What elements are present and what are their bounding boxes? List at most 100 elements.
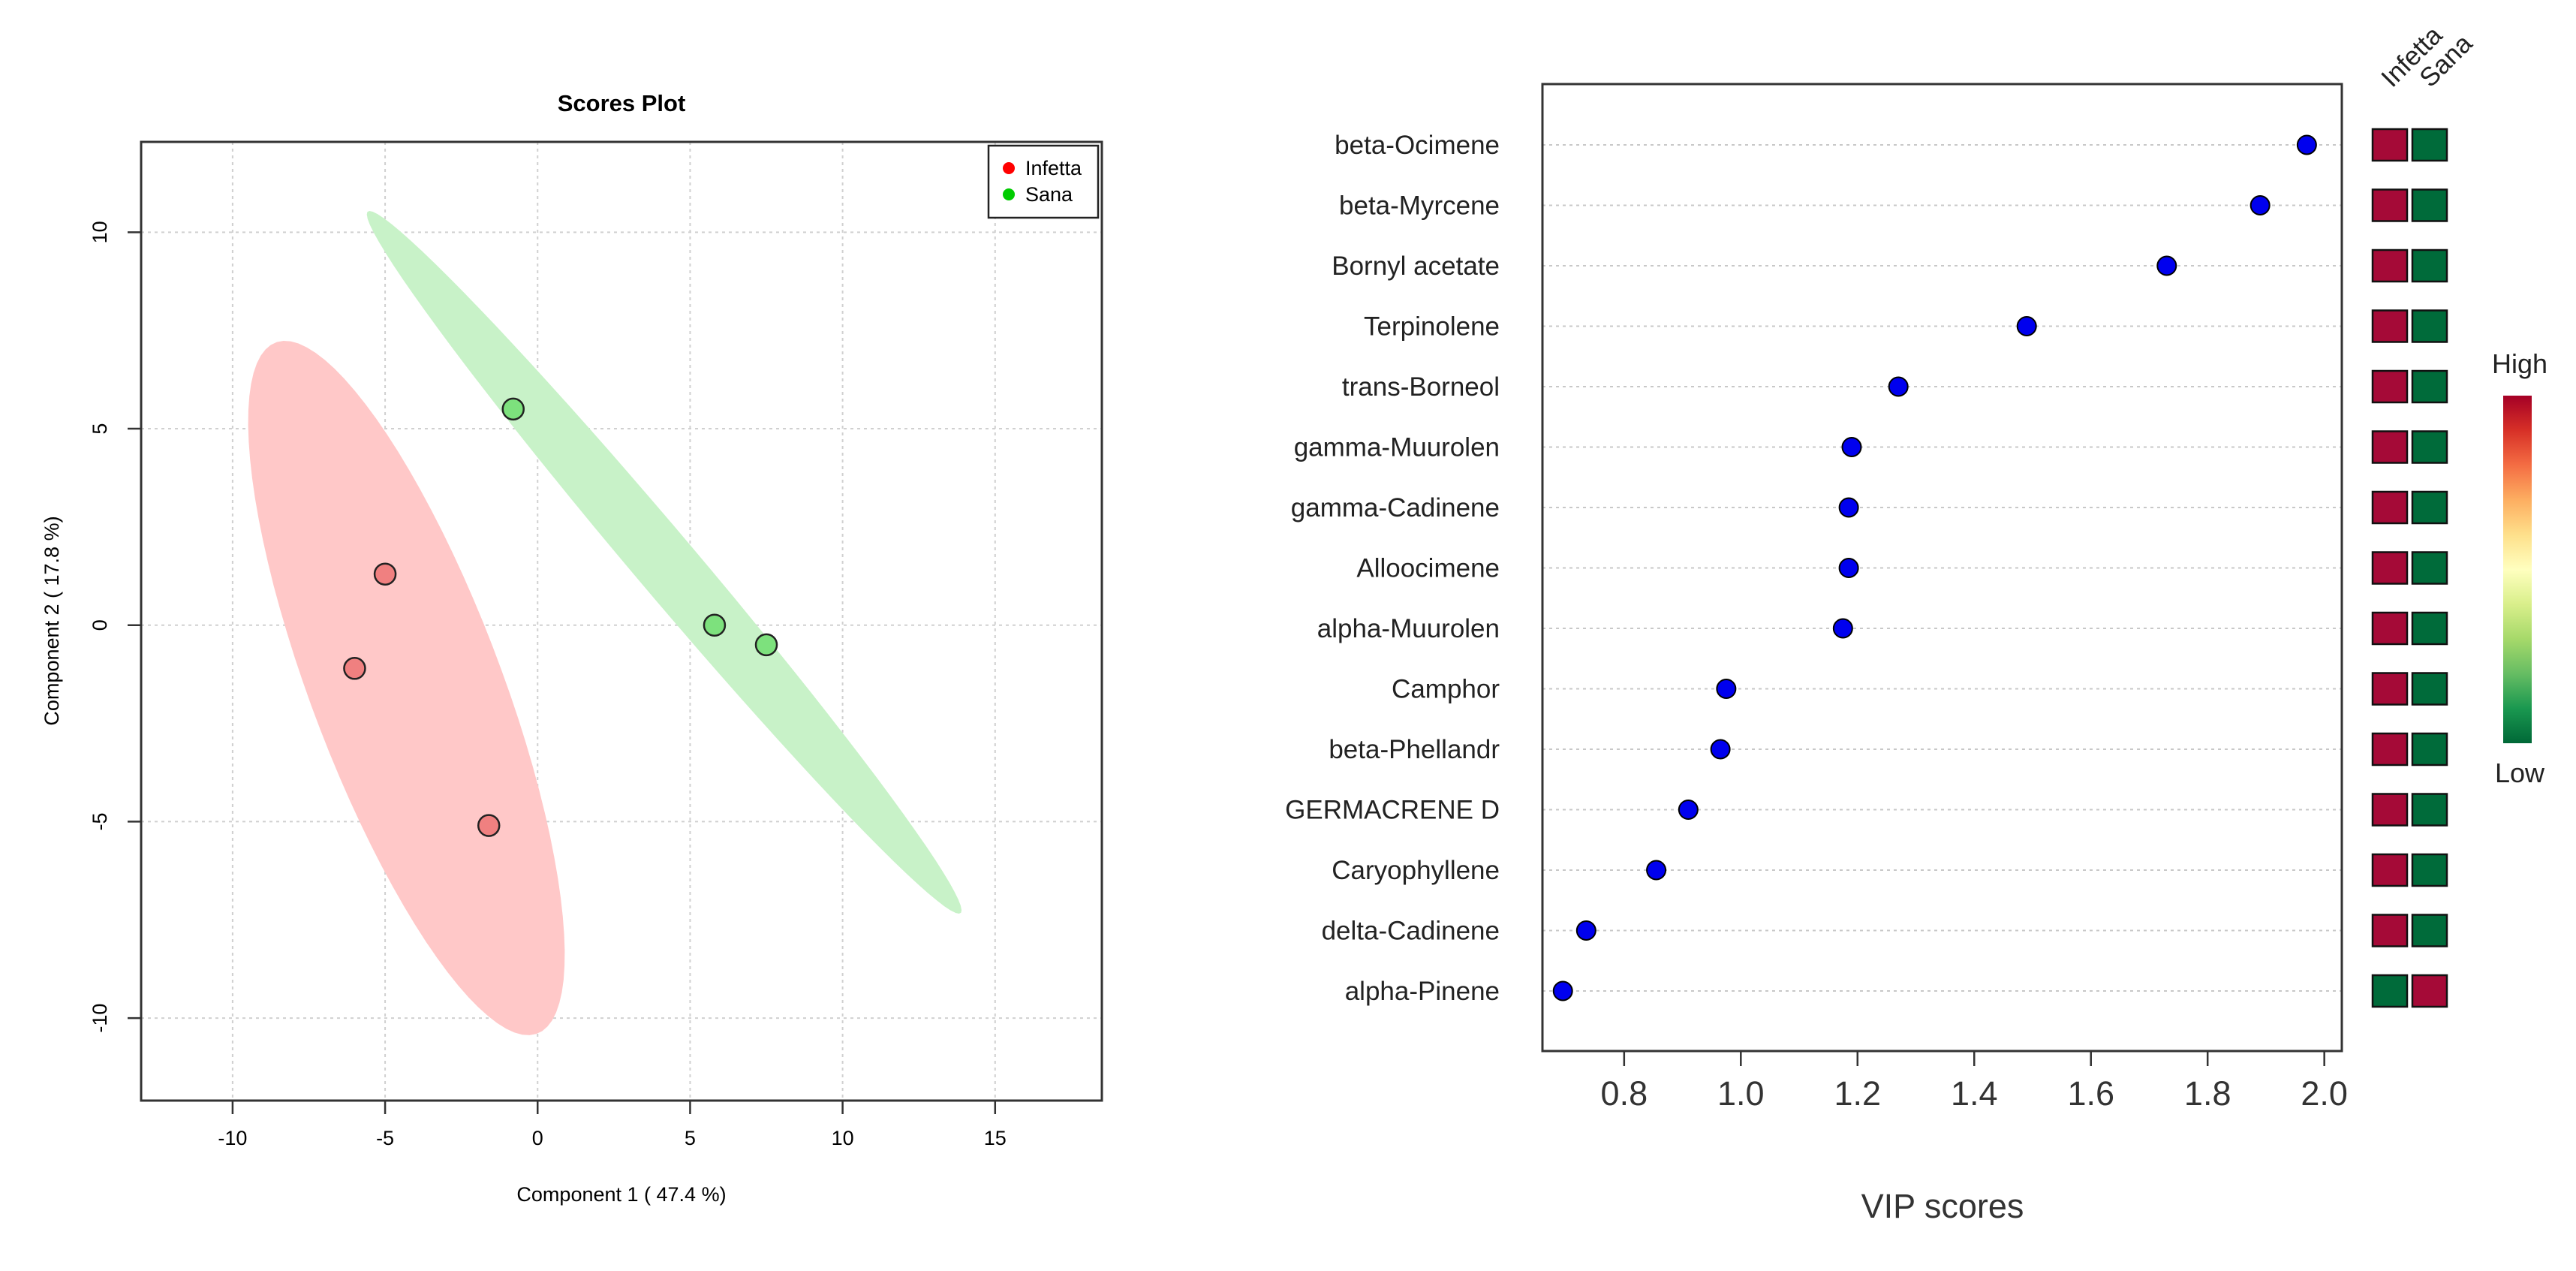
heatmap-cell-sana [2411, 793, 2448, 827]
heatmap-cell-sana [2411, 551, 2448, 585]
confidence-ellipse-infetta [248, 341, 565, 1035]
vip-score-dot [1552, 980, 1573, 1001]
heatmap-cell-infetta [2371, 248, 2409, 283]
vip-x-tick-label: 1.8 [2184, 1074, 2231, 1113]
heatmap-cell-infetta [2371, 974, 2409, 1008]
scores-plot: -10 -5 0 5 10 15 -10 -5 0 5 10 Scores Plot Compon… [41, 90, 1103, 1206]
vip-x-tick-label: 1.6 [2067, 1074, 2114, 1113]
score-point-sana [703, 613, 727, 637]
vip-score-dot [1710, 739, 1731, 760]
vip-feature-label: GERMACRENE D [1285, 796, 1500, 825]
scores-y-axis-label: Component 2 ( 17.8 %) [41, 516, 63, 725]
scores-y-tick-label: 5 [89, 423, 111, 435]
heatmap-cell-sana [2411, 611, 2448, 646]
vip-score-dot [2156, 255, 2177, 276]
heatmap-cell-infetta [2371, 914, 2409, 947]
scores-legend: Infetta Sana [987, 144, 1100, 219]
vip-score-dot [1838, 558, 1859, 578]
heatmap-cell-sana [2411, 672, 2448, 706]
vip-rows: beta-Ocimene beta-Myrcene Bornyl acetate Te… [1285, 131, 2342, 1006]
vip-feature-label: beta-Ocimene [1335, 131, 1500, 160]
vip-score-dot [1646, 860, 1667, 881]
scores-x-tick-label: 5 [685, 1127, 696, 1149]
vip-score-dot [2016, 316, 2037, 336]
scores-x-tick-label: -10 [218, 1127, 247, 1149]
scores-x-tick-label: 15 [984, 1127, 1007, 1149]
heatmap-cell-sana [2411, 369, 2448, 404]
vip-score-dot [2296, 134, 2317, 155]
vip-x-tick-label: 2.0 [2301, 1074, 2348, 1113]
legend-box [987, 144, 1100, 219]
vip-feature-label: gamma-Muurolen [1294, 433, 1500, 462]
heatmap-cell-infetta [2371, 309, 2409, 343]
vip-plot-frame [1541, 83, 2343, 1053]
score-point-sana [754, 633, 778, 657]
scores-x-tick-label: 10 [832, 1127, 854, 1149]
legend-marker-infetta [1003, 162, 1015, 174]
heatmap-cell-sana [2411, 188, 2448, 222]
scores-x-tick-label: 0 [532, 1127, 543, 1149]
legend-marker-sana [1003, 188, 1015, 200]
heatmap-cell-infetta [2371, 430, 2409, 464]
heatmap-cell-sana [2411, 914, 2448, 947]
scores-points [343, 397, 778, 837]
scores-plot-title: Scores Plot [558, 90, 686, 116]
heatmap-cell-sana [2411, 248, 2448, 283]
vip-feature-label: Bornyl acetate [1332, 251, 1500, 281]
heatmap-cell-sana [2411, 732, 2448, 767]
vip-feature-label: Caryophyllene [1332, 856, 1500, 885]
vip-x-axis: 0.8 1.0 1.2 1.4 1.6 1.8 2.0 [1601, 1051, 2348, 1113]
color-key-gradient-bar [2503, 396, 2532, 743]
vip-feature-label: Alloocimene [1356, 554, 1500, 583]
confidence-ellipse-sana [366, 211, 962, 914]
score-point-infetta [343, 657, 366, 680]
scores-x-tick-label: -5 [376, 1127, 394, 1149]
legend-label-sana: Sana [1025, 183, 1073, 206]
vip-score-dot [1716, 679, 1737, 699]
vip-score-dot [2249, 195, 2271, 215]
legend-label-infetta: Infetta [1025, 157, 1082, 179]
vip-x-tick-label: 1.2 [1834, 1074, 1881, 1113]
color-key-low-label: Low [2495, 757, 2545, 788]
vip-feature-label: beta-Myrcene [1339, 191, 1500, 221]
vip-feature-label: Terpinolene [1364, 312, 1500, 342]
scores-y-axis: -10 -5 0 5 10 [89, 221, 141, 1033]
vip-x-axis-label: VIP scores [1861, 1187, 2024, 1225]
scores-y-tick-label: 0 [89, 619, 111, 631]
scores-x-axis-label: Component 1 ( 47.4 %) [516, 1183, 726, 1206]
color-key-high-label: High [2492, 348, 2547, 379]
vip-plot: beta-Ocimene beta-Myrcene Bornyl acetate Te… [1285, 20, 2547, 1225]
vip-feature-label: gamma-Cadinene [1291, 493, 1500, 523]
vip-feature-label: delta-Cadinene [1322, 917, 1500, 946]
vip-heatmap [2371, 128, 2448, 1008]
vip-score-dot [1841, 437, 1862, 457]
heatmap-cell-infetta [2371, 732, 2409, 767]
vip-x-tick-label: 1.0 [1717, 1074, 1765, 1113]
scores-y-tick-label: -10 [89, 1004, 111, 1033]
scores-y-tick-label: -5 [89, 812, 111, 830]
heatmap-cell-infetta [2371, 128, 2409, 162]
vip-score-dot [1888, 376, 1909, 397]
score-point-sana [501, 397, 525, 421]
vip-score-dot [1838, 497, 1859, 518]
heatmap-cell-sana [2411, 853, 2448, 887]
heatmap-cell-sana [2411, 128, 2448, 162]
vip-score-dot [1575, 920, 1596, 941]
scores-plot-frame [140, 140, 1103, 1102]
scores-x-axis: -10 -5 0 5 10 15 [218, 1101, 1007, 1149]
heatmap-cell-infetta [2371, 369, 2409, 404]
heatmap-cell-infetta [2371, 672, 2409, 706]
heatmap-cell-infetta [2371, 551, 2409, 585]
vip-x-tick-label: 1.4 [1951, 1074, 1998, 1113]
heatmap-cell-infetta [2371, 611, 2409, 646]
scores-y-tick-label: 10 [89, 221, 111, 243]
vip-score-dot [1678, 800, 1699, 820]
scores-ellipses [248, 211, 962, 1035]
vip-feature-label: alpha-Pinene [1345, 977, 1500, 1006]
heatmap-cell-infetta [2371, 853, 2409, 887]
score-point-infetta [373, 562, 397, 586]
vip-feature-label: Camphor [1392, 675, 1500, 704]
color-key: High Low [2492, 348, 2547, 788]
